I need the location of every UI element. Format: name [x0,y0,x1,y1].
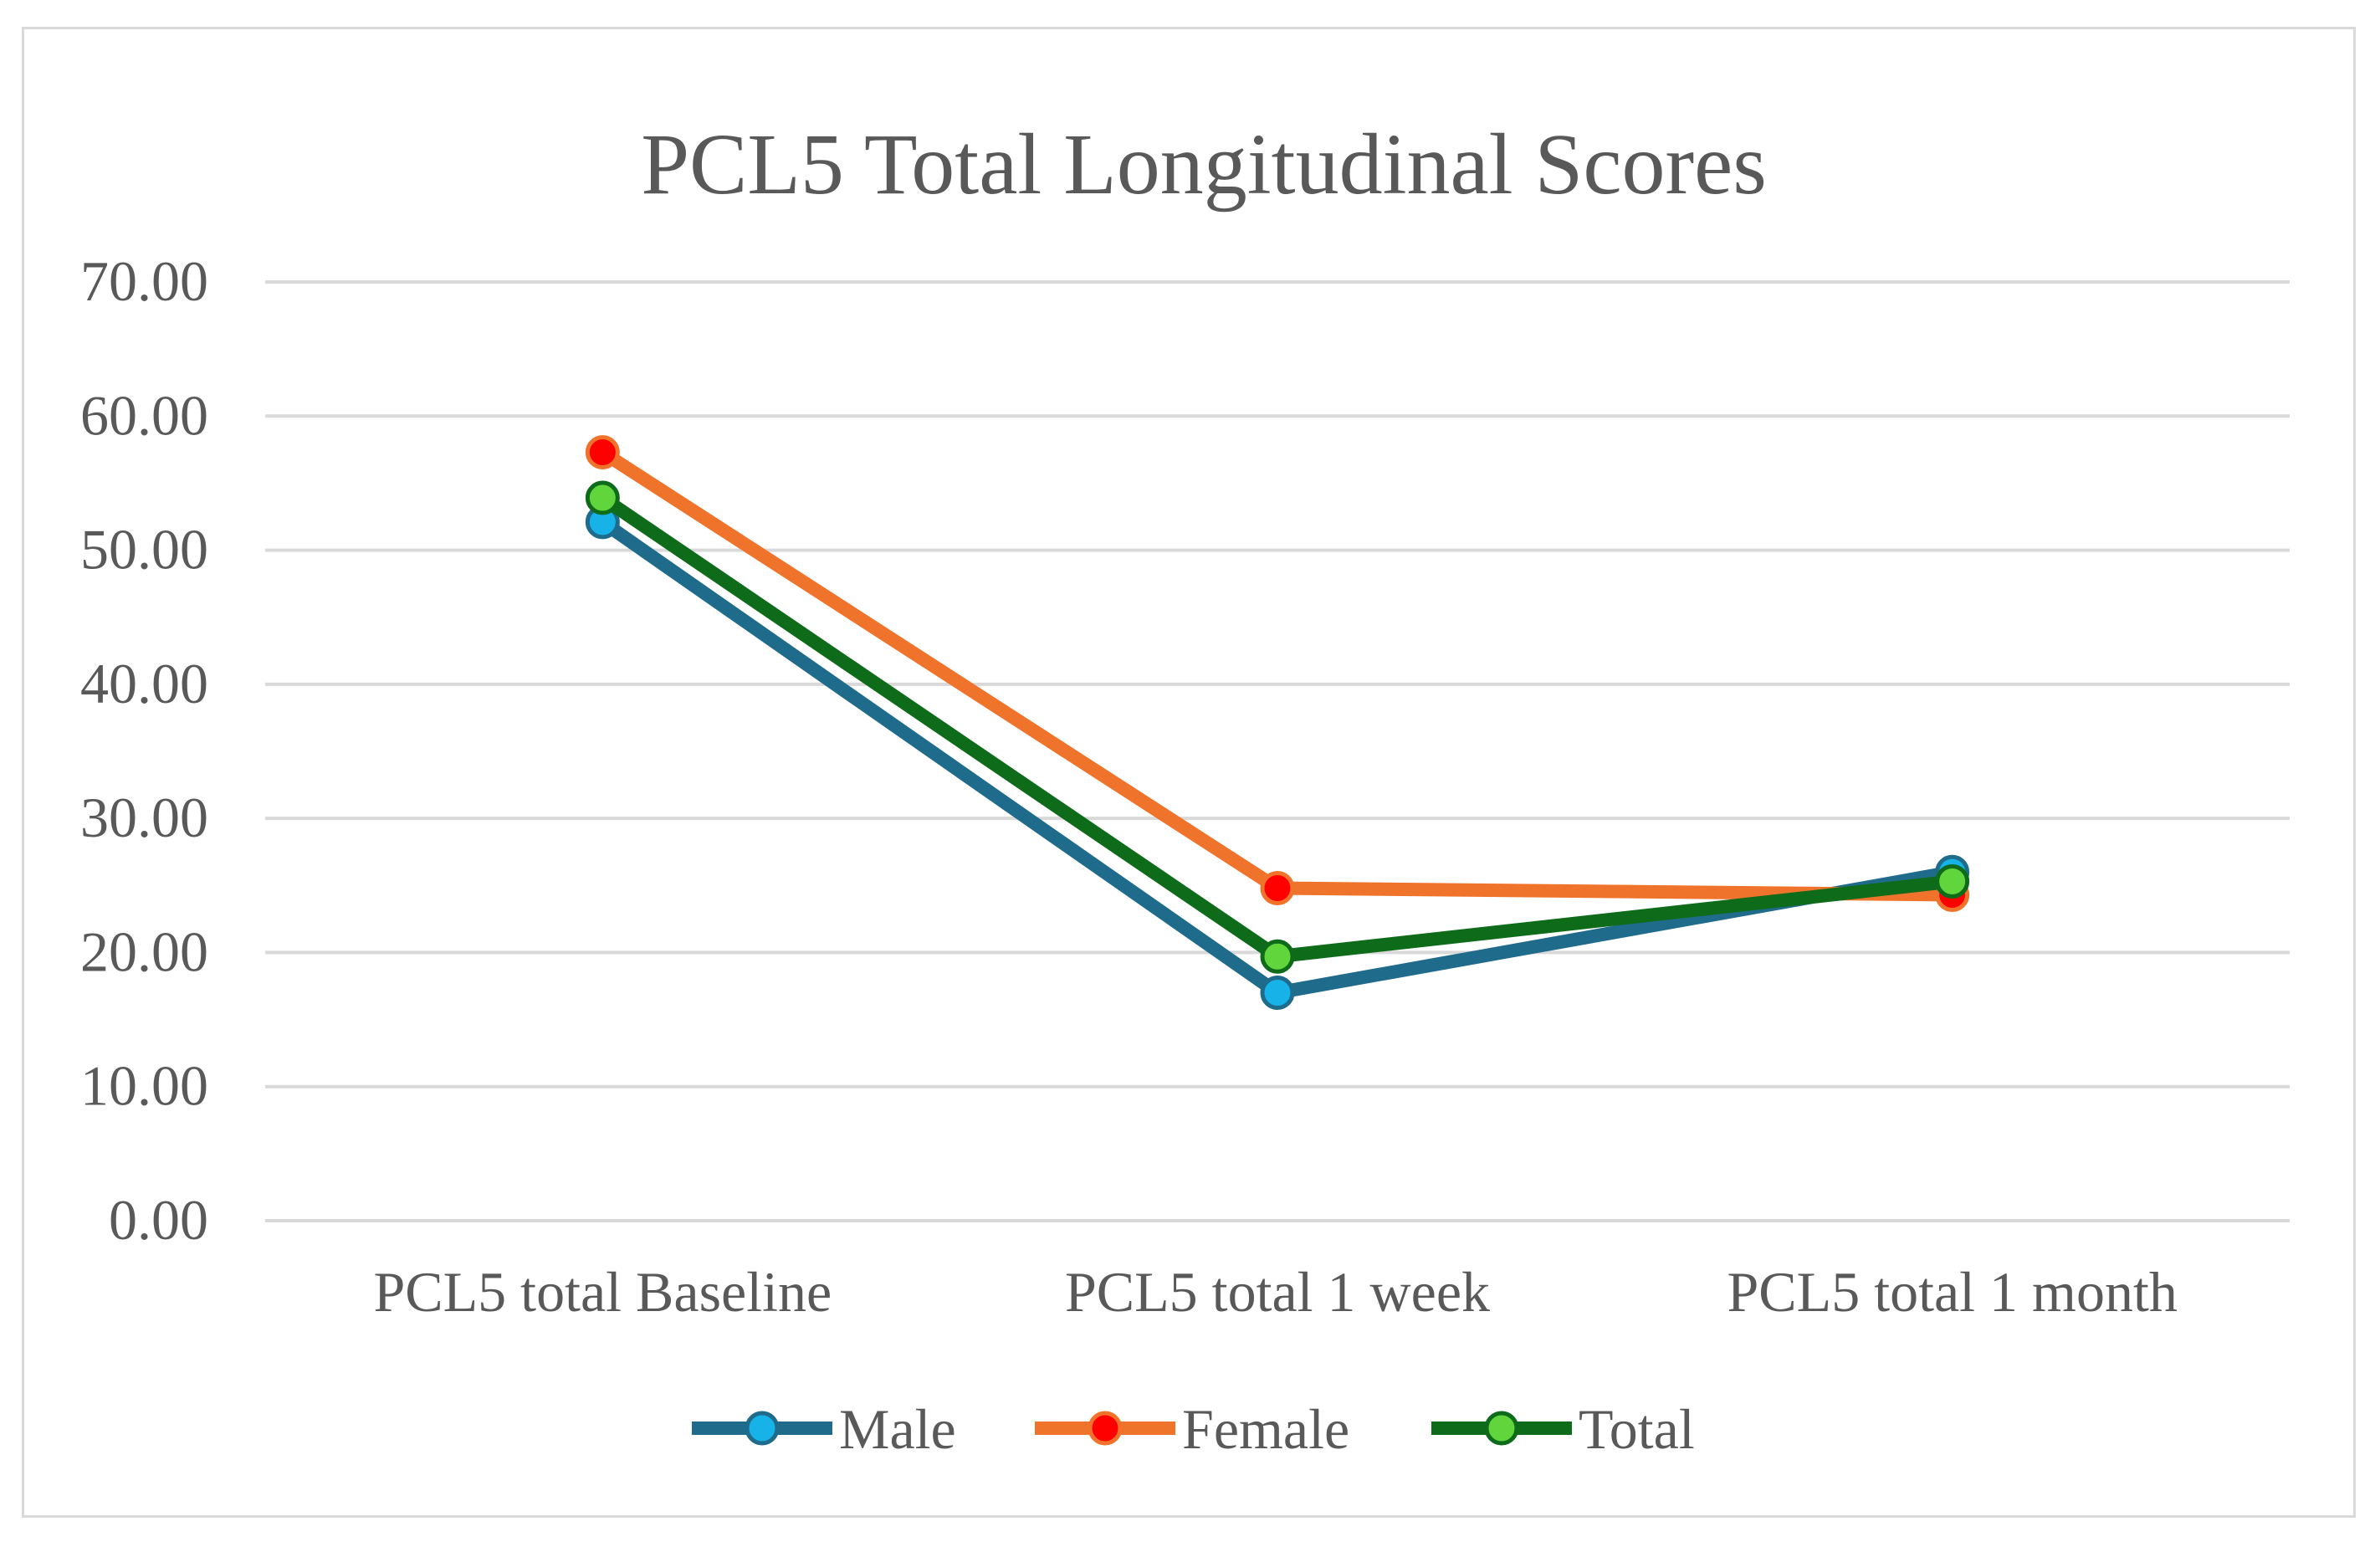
y-tick-label: 40.00 [80,652,208,715]
data-point [1260,939,1295,974]
legend-marker [1484,1411,1519,1446]
legend-label: Total [1579,1397,1695,1461]
series-lines [585,435,1970,1011]
data-point [585,480,620,515]
data-point [1260,976,1295,1011]
chart-title: PCL5 Total Longitudinal Scores [641,116,1767,213]
series-line [596,445,1959,902]
y-tick-label: 50.00 [80,518,208,581]
legend-item: Total [1431,1397,1695,1461]
series-female [585,435,1970,913]
legend-label: Female [1182,1397,1349,1461]
y-tick-label: 60.00 [80,383,208,447]
data-point [585,435,620,470]
series-total [585,480,1970,974]
x-tick-label: PCL5 total 1 week [1065,1260,1490,1324]
legend-label: Male [839,1397,956,1461]
legend-marker [1088,1411,1123,1446]
data-point [1935,863,1970,899]
legend-marker [745,1411,780,1446]
chart-frame: PCL5 Total Longitudinal Scores 0.00 10.00… [22,27,2356,1518]
y-tick-label: 30.00 [80,786,208,849]
series-line [596,515,1959,1000]
x-tick-label: PCL5 total Baseline [373,1260,832,1324]
y-tick-label: 10.00 [80,1054,208,1118]
x-tick-label: PCL5 total 1 month [1727,1260,2177,1324]
y-tick-label: 70.00 [80,249,208,313]
y-axis-tick-labels: 0.00 10.00 20.00 30.00 40.00 50.00 60.00 70.00 [80,249,208,1252]
y-tick-label: 20.00 [80,919,208,983]
grid-lines [265,280,2290,1222]
line-chart: PCL5 Total Longitudinal Scores 0.00 10.00… [80,116,2290,1461]
legend-item: Male [692,1397,956,1461]
y-tick-label: 0.00 [109,1188,208,1252]
data-point [1260,870,1295,905]
legend: Male Female Total [692,1397,1695,1461]
legend-item: Female [1035,1397,1349,1461]
x-axis-tick-labels: PCL5 total Baseline PCL5 total 1 week PCL5… [373,1260,2177,1324]
